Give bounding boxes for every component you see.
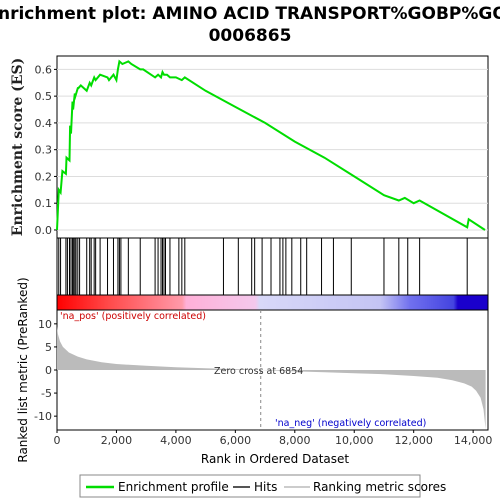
- es-y-tick-label: 0.0: [35, 224, 53, 237]
- enrichment-profile-line: [56, 59, 486, 231]
- metric-y-tick-label: 5: [45, 341, 52, 354]
- metric-y-tick-label: -5: [41, 387, 52, 400]
- x-tick-label: 2,000: [101, 434, 133, 447]
- x-axis-title: Rank in Ordered Dataset: [201, 452, 349, 466]
- x-tick-label: 14,000: [454, 434, 493, 447]
- x-tick-label: 12,000: [394, 434, 433, 447]
- legend-hits-label: Hits: [254, 480, 277, 494]
- x-tick-label: 10,000: [335, 434, 374, 447]
- metric-y-axis-title: Ranked list metric (PreRanked): [16, 277, 30, 462]
- chart-title-line2: 0006865: [209, 26, 292, 46]
- es-y-tick-label: 0.1: [35, 197, 53, 210]
- es-y-tick-label: 0.2: [35, 170, 53, 183]
- negative-correlation-label: 'na_neg' (negatively correlated): [275, 418, 426, 429]
- es-y-tick-label: 0.5: [35, 90, 53, 103]
- x-tick-label: 0: [54, 434, 61, 447]
- metric-y-tick-label: -10: [34, 410, 52, 423]
- es-y-tick-label: 0.3: [35, 144, 53, 157]
- es-gridlines: [57, 68, 488, 231]
- hits-panel: [56, 237, 489, 296]
- metric-y-tick-label: 0: [45, 364, 52, 377]
- legend: Enrichment profile Hits Ranking metric s…: [79, 474, 446, 498]
- es-y-tick-label: 0.6: [35, 63, 53, 76]
- zero-cross-label: Zero cross at 6854: [214, 366, 303, 377]
- x-tick-label: 6,000: [220, 434, 252, 447]
- es-panel: [56, 55, 489, 239]
- x-tick-label: 4,000: [160, 434, 192, 447]
- metric-x-ticks: 0 2,000 4,000 6,000 8,000 10,000 12,000 14,000: [54, 430, 493, 447]
- legend-metric-label: Ranking metric scores: [313, 480, 446, 494]
- hit-markers: [58, 238, 468, 295]
- legend-es-label: Enrichment profile: [118, 480, 229, 494]
- ranking-color-band: [56, 294, 489, 311]
- metric-y-ticks: -10 -5 0 5 10: [34, 318, 57, 423]
- es-y-tick-label: 0.4: [35, 117, 53, 130]
- x-tick-label: 8,000: [279, 434, 311, 447]
- es-y-axis-title: Enrichment score (ES): [10, 58, 26, 236]
- positive-correlation-label: 'na_pos' (positively correlated): [60, 311, 206, 322]
- metric-y-tick-label: 10: [38, 318, 52, 331]
- chart-title-line1: Enrichment plot: AMINO ACID TRANSPORT%GO…: [0, 4, 500, 24]
- es-y-ticks: 0.0 0.1 0.2 0.3 0.4 0.5 0.6: [35, 63, 57, 237]
